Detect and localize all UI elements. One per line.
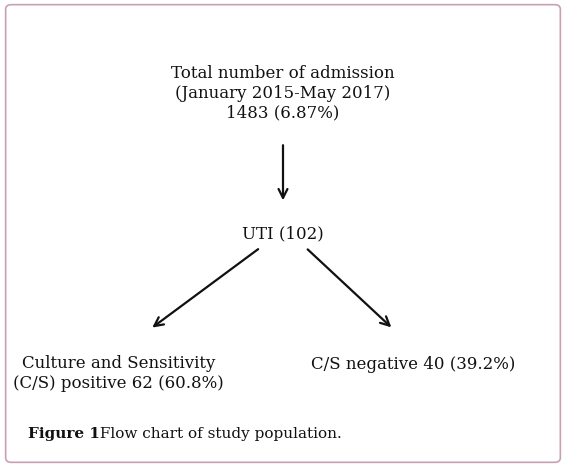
Text: Figure 1: Figure 1: [28, 427, 100, 441]
Text: Culture and Sensitivity
(C/S) positive 62 (60.8%): Culture and Sensitivity (C/S) positive 6…: [14, 355, 224, 392]
Text: Flow chart of study population.: Flow chart of study population.: [95, 427, 342, 441]
Text: UTI (102): UTI (102): [242, 225, 324, 242]
Text: Total number of admission
(January 2015-May 2017)
1483 (6.87%): Total number of admission (January 2015-…: [171, 65, 395, 121]
Text: C/S negative 40 (39.2%): C/S negative 40 (39.2%): [311, 356, 516, 373]
